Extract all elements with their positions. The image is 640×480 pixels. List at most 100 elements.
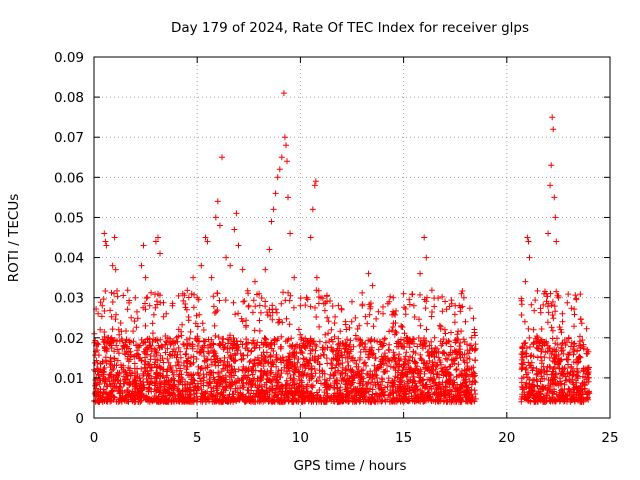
data-point [192,335,199,342]
data-point [155,234,161,241]
data-point [159,355,166,362]
data-point [94,365,100,372]
data-point [160,359,167,366]
data-point [554,335,560,342]
data-point [359,289,366,296]
data-point [274,174,281,181]
data-point [227,332,233,339]
data-point [571,311,578,318]
y-tick-label: 0.02 [54,331,84,347]
data-point [333,356,340,363]
data-point [274,356,281,363]
data-point [272,306,279,313]
data-point [205,395,212,402]
data-point [430,370,437,377]
data-point [294,380,300,387]
data-point [453,367,460,373]
data-point [263,341,270,348]
data-point [307,347,314,354]
data-point [400,290,407,297]
data-point [326,338,333,345]
data-point [367,398,374,405]
data-point [146,302,153,309]
data-point [317,352,324,359]
data-point [104,396,111,403]
data-point [411,314,418,320]
data-point [227,340,234,347]
data-point [543,338,549,345]
data-point [194,323,201,330]
data-point [379,376,386,383]
data-point [418,357,425,364]
data-point [453,373,460,380]
data-point [359,339,366,346]
data-point [406,301,413,308]
data-point [431,334,438,341]
data-point [425,353,432,359]
data-point [292,389,299,396]
data-point [138,336,145,343]
data-point [287,230,294,237]
data-point [448,388,455,395]
data-point [367,350,374,357]
data-point [278,154,285,161]
data-point [546,363,553,370]
data-point [400,361,407,367]
data-point [380,391,387,398]
data-point [545,309,552,316]
data-point [344,393,351,399]
data-point [146,342,153,349]
data-point [98,313,105,320]
data-point [346,343,352,350]
data-point [203,357,210,364]
data-point [245,347,252,354]
data-point [426,352,433,359]
data-point [550,126,557,133]
data-point [396,351,403,358]
data-point [525,325,532,332]
data-point [218,398,225,405]
data-point [120,292,127,299]
data-point [278,333,285,340]
data-point [258,295,265,301]
data-point [451,360,458,367]
data-point [233,210,240,217]
data-point [584,370,591,376]
data-point [219,154,225,161]
data-point [206,341,213,348]
data-point [218,390,224,397]
data-point [449,349,456,356]
data-point [103,340,110,347]
data-point [120,380,127,387]
data-point [250,297,257,304]
data-point [101,364,108,371]
data-point [308,396,314,403]
data-point [359,302,366,309]
data-point [184,380,191,387]
data-point [194,294,201,301]
x-tick-label: 15 [395,430,412,446]
data-point [540,398,547,405]
data-point [518,356,525,363]
data-point [356,371,363,378]
data-point [116,383,123,390]
data-point [448,329,454,336]
data-point [399,377,406,384]
data-point [545,376,552,383]
data-point [529,367,536,374]
data-point [270,392,277,399]
data-point [204,362,211,369]
data-point [465,373,472,380]
data-point [556,398,563,405]
data-point [114,293,121,300]
data-point [472,357,479,364]
data-point [225,362,232,368]
data-point [198,365,205,371]
data-point [435,381,442,388]
data-point [107,307,114,314]
data-point [103,346,110,353]
data-point [424,390,431,397]
data-point [371,362,378,369]
data-point [95,310,102,317]
data-point [324,344,331,351]
